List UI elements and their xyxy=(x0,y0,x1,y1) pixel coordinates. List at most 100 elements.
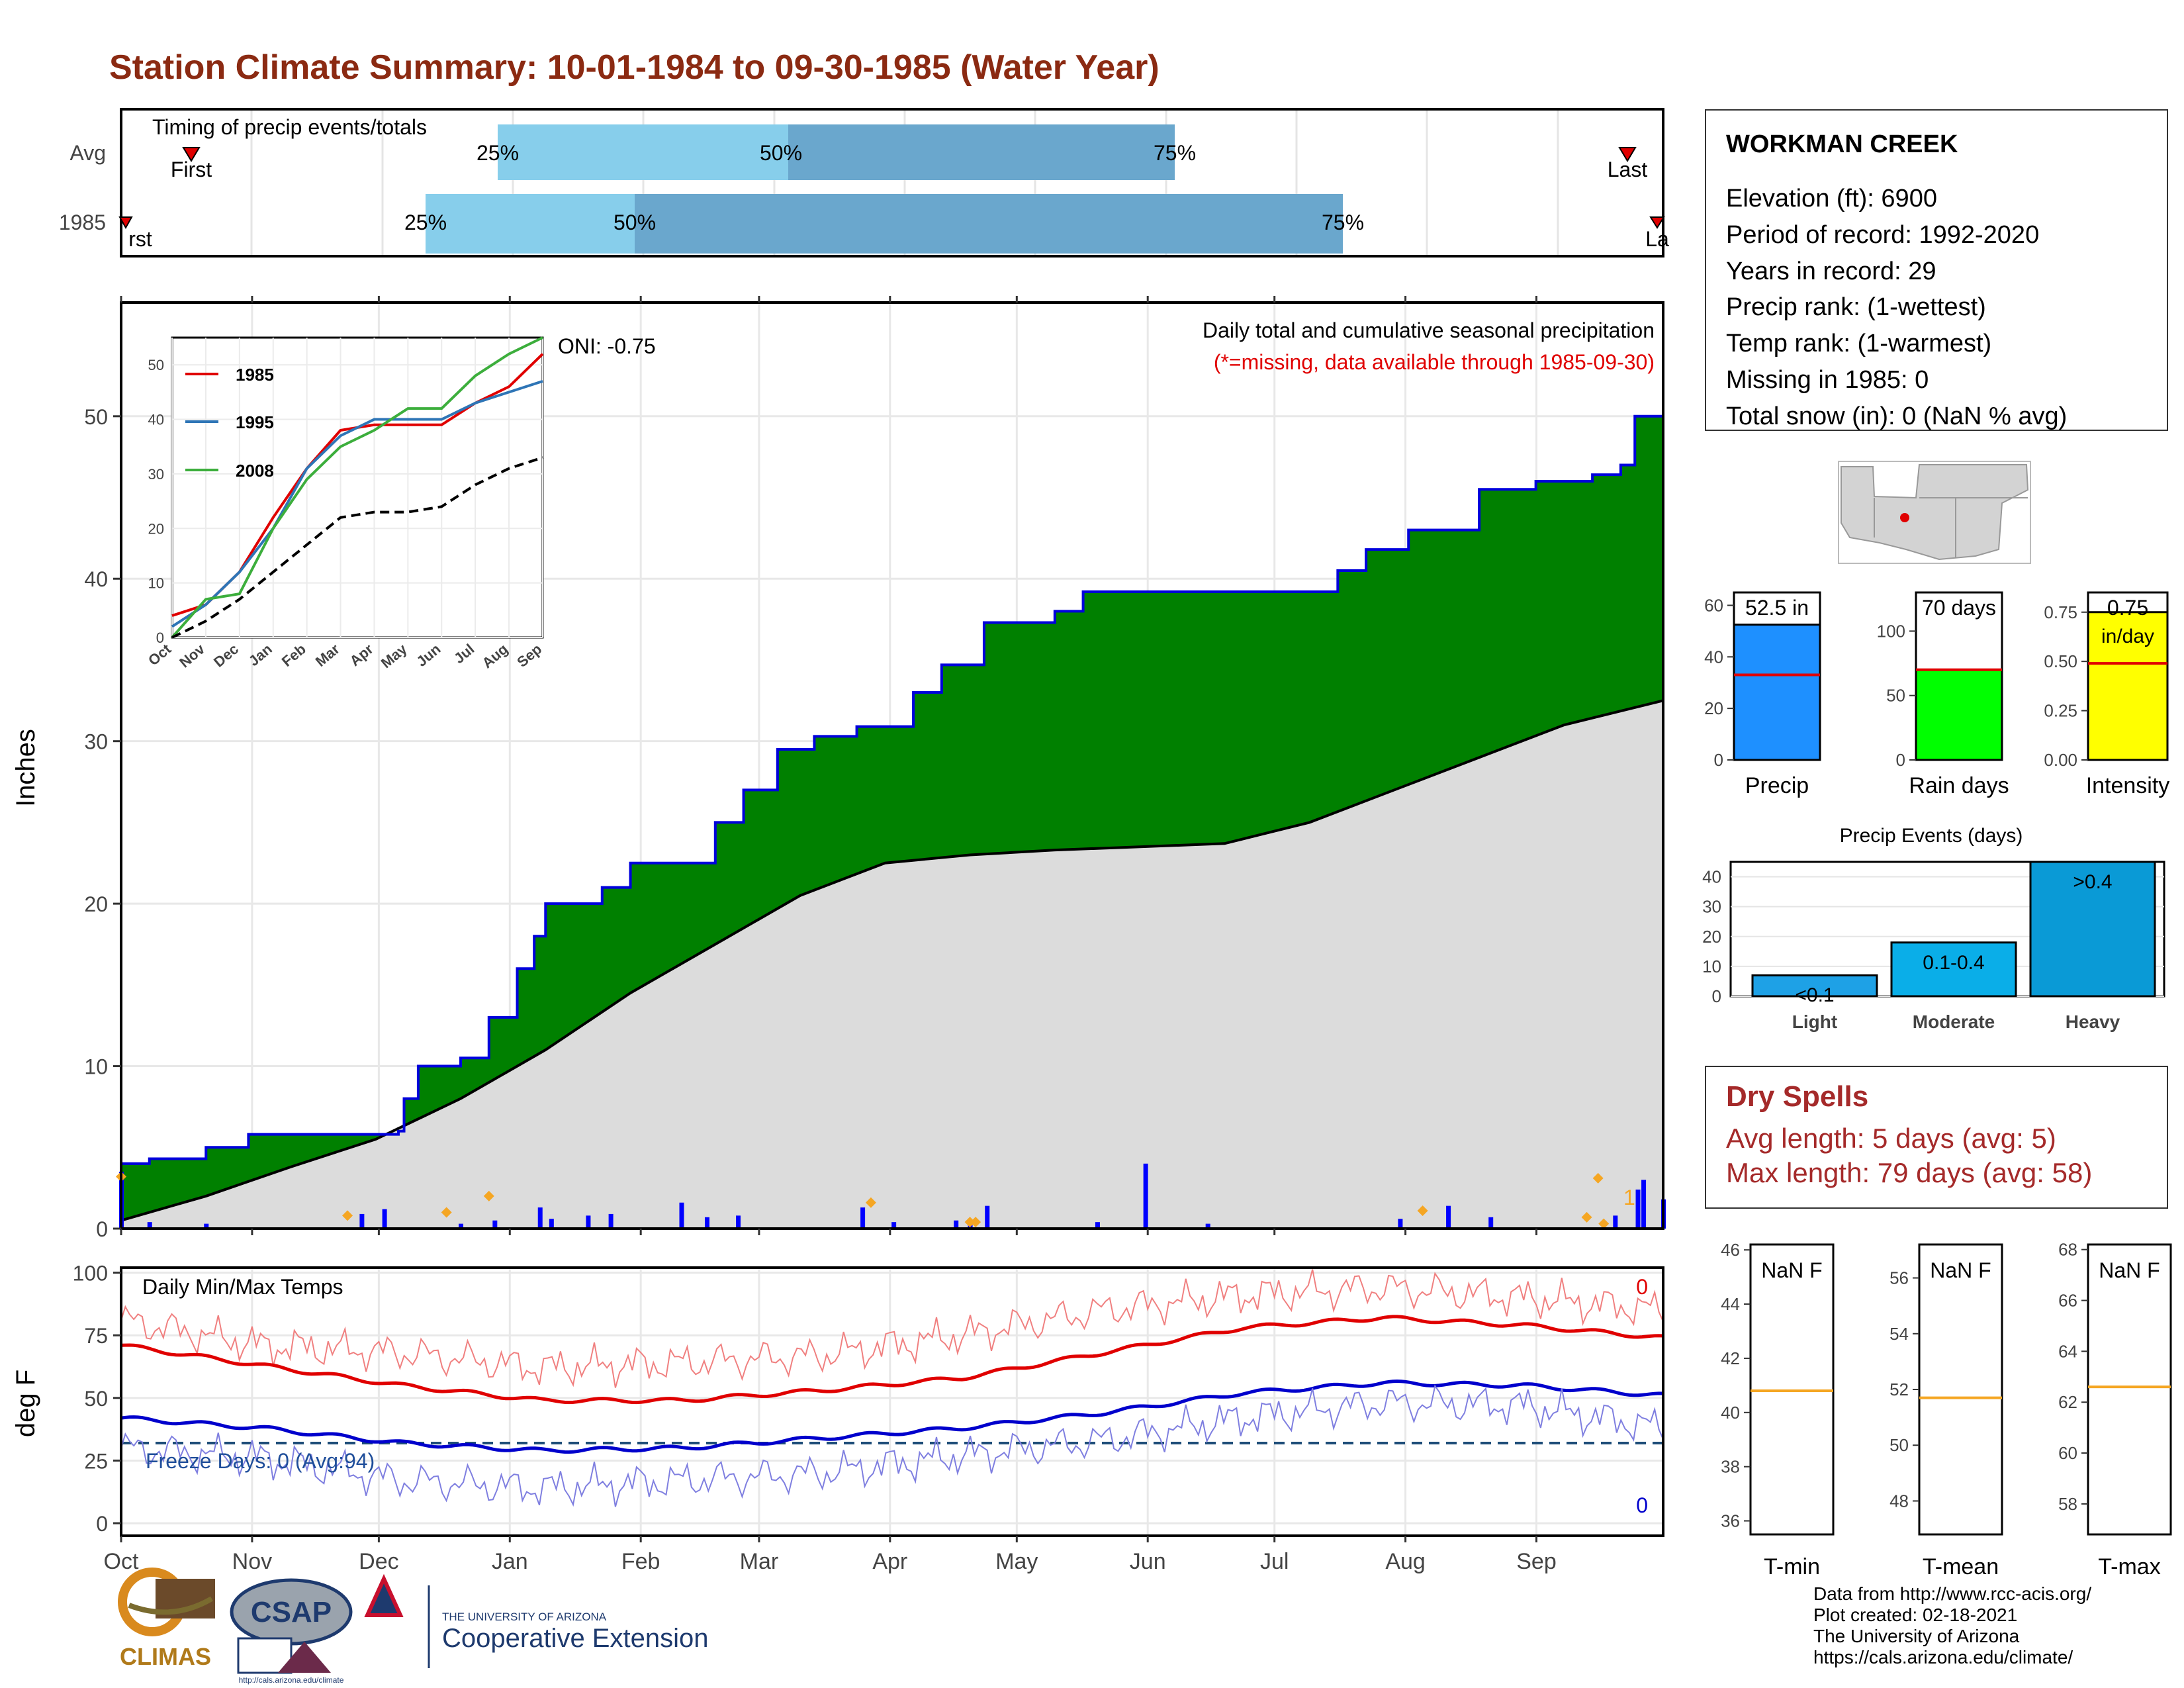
temp-box-tick-label-2-4: 66 xyxy=(2058,1291,2077,1311)
temp-box-tick-label-0-0: 36 xyxy=(1721,1511,1740,1531)
inset-line-1995 xyxy=(171,379,543,628)
events-cat-heavy: Heavy xyxy=(2066,1011,2120,1032)
events-bar-2 xyxy=(2029,861,2156,998)
daily-max-line xyxy=(120,1269,1664,1388)
summary-value-1: 70 days xyxy=(1922,596,1996,620)
inset-gridlines xyxy=(171,338,543,638)
count-label: 1 xyxy=(1623,1186,1635,1209)
daily-precip-bar-25 xyxy=(1613,1215,1618,1229)
temp-box-value-2: NaN F xyxy=(2099,1258,2160,1282)
climas-logo-text: CLIMAS xyxy=(120,1643,211,1670)
daily-precip-bar-12 xyxy=(704,1217,709,1229)
precip-events-chart: Precip Events (days) 0 10 20 30 40 <0.1 Light 0… xyxy=(1702,825,2165,1032)
events-ytick-4: 40 xyxy=(1702,867,1721,887)
summary-value-0: 52.5 in xyxy=(1745,596,1809,620)
temp-box-value-1: NaN F xyxy=(1930,1258,1991,1282)
events-ytick-0: 0 xyxy=(1712,986,1721,1006)
summary-ytick-label-1-2: 100 xyxy=(1877,621,1905,641)
timing-label: Timing of precip events/totals xyxy=(152,115,427,139)
event-marker-2 xyxy=(441,1207,452,1218)
temp-box-tick-label-1-1: 50 xyxy=(1889,1435,1909,1455)
main-ytick-label-0: 0 xyxy=(96,1217,108,1241)
temp-ytick-label-3: 75 xyxy=(84,1324,108,1348)
daily-precip-bar-14 xyxy=(860,1207,866,1229)
credit-university: The University of Arizona xyxy=(1813,1626,2020,1646)
daily-precip-bar-13 xyxy=(736,1215,741,1229)
dry-spells-avg: Avg length: 5 days (avg: 5) xyxy=(1726,1123,2056,1154)
summary-ytick-label-2-0: 0.00 xyxy=(2044,750,2077,770)
event-marker-7 xyxy=(1417,1205,1428,1217)
timing-avg-late-bar xyxy=(788,124,1175,180)
event-marker-4 xyxy=(865,1197,876,1208)
inset-ytick-0: 0 xyxy=(156,630,164,646)
events-ytick-3: 30 xyxy=(1702,897,1721,917)
summary-ytick-label-0-2: 40 xyxy=(1704,647,1723,667)
events-bar-0 xyxy=(1751,974,1878,998)
inset-frame xyxy=(171,336,544,639)
station-precip-rank: Precip rank: (1-wettest) xyxy=(1726,293,1986,321)
inset-ytick-1: 10 xyxy=(148,575,164,592)
summary-label-1: Rain days xyxy=(1909,773,2009,798)
temp-ytick-label-4: 100 xyxy=(73,1262,108,1286)
month-label-dec: Dec xyxy=(359,1549,398,1574)
logos: CLIMAS CSAP http://cals.arizona.edu/clim… xyxy=(118,1568,708,1685)
station-period: Period of record: 1992-2020 xyxy=(1726,221,2040,249)
credit-data-source: Data from http://www.rcc-acis.org/ xyxy=(1813,1583,2092,1604)
avg-max-line xyxy=(120,1315,1664,1405)
credit-url: https://cals.arizona.edu/climate/ xyxy=(1813,1647,2073,1667)
summary-ytick-label-2-1: 0.25 xyxy=(2044,701,2077,721)
average-cumulative-line xyxy=(120,699,1664,1222)
daily-precip-bar-15 xyxy=(891,1222,897,1229)
dry-spells-max: Max length: 79 days (avg: 58) xyxy=(1726,1157,2093,1188)
event-marker-3 xyxy=(483,1190,494,1201)
month-label-jun: Jun xyxy=(1130,1549,1166,1574)
daily-precip-bar-4 xyxy=(382,1209,387,1229)
summary-bars: 0 20 40 60 52.5 in Precip 0 50 100 70 days Rain da… xyxy=(1704,591,2169,798)
temp-box-value-0: NaN F xyxy=(1761,1258,1822,1282)
events-bar-label-2: >0.4 xyxy=(2073,871,2112,893)
events-bar-label-0: <0.1 xyxy=(1795,984,1834,1006)
station-missing: Missing in 1985: 0 xyxy=(1726,366,1929,394)
summary-ytick-label-1-1: 50 xyxy=(1886,686,1905,706)
credit-plot-date: Plot created: 02-18-2021 xyxy=(1813,1605,2018,1625)
summary-ytick-label-2-2: 0.50 xyxy=(2044,651,2077,671)
map-states xyxy=(1841,464,2029,561)
summary-label-0: Precip xyxy=(1745,773,1809,798)
temp-box-tick-label-2-2: 62 xyxy=(2058,1392,2077,1412)
temp-box-tick-label-0-4: 44 xyxy=(1721,1294,1740,1314)
events-title: Precip Events (days) xyxy=(1840,825,2023,847)
summary-ytick-label-1-0: 0 xyxy=(1896,750,1905,770)
timing-1985-last: La xyxy=(1645,227,1669,251)
month-label-aug: Aug xyxy=(1385,1549,1426,1574)
max-count-label: 0 xyxy=(1636,1275,1648,1299)
station-elevation: Elevation (ft): 6900 xyxy=(1726,185,1937,212)
dry-spells-box: Dry Spells Avg length: 5 days (avg: 5) M… xyxy=(1705,1066,2168,1209)
temp-box-0 xyxy=(1749,1243,1835,1536)
timing-1985-last-marker xyxy=(1649,216,1665,229)
daily-precip-bar-2 xyxy=(204,1223,209,1229)
events-ytick-2: 20 xyxy=(1702,927,1721,947)
timing-1985-p75: 75% xyxy=(1322,211,1364,234)
event-marker-8 xyxy=(1581,1211,1592,1223)
summary-ytick-label-0-1: 20 xyxy=(1704,698,1723,718)
main-ytick-label-1: 10 xyxy=(84,1055,108,1079)
timing-avg-first-marker xyxy=(182,147,201,162)
temp-box-tick-label-1-4: 56 xyxy=(1889,1268,1909,1288)
timing-1985-early-bar xyxy=(426,194,635,254)
csap-mountain xyxy=(278,1642,331,1673)
summary-ytick-label-0-0: 0 xyxy=(1714,750,1723,770)
temp-ytick-label-1: 25 xyxy=(84,1449,108,1473)
temp-y-axis: 0 25 50 75 100 xyxy=(73,1262,121,1536)
temp-box-tick-label-0-5: 46 xyxy=(1721,1240,1740,1260)
month-label-jul: Jul xyxy=(1260,1549,1289,1574)
main-y-axis: 0 10 20 30 40 50 xyxy=(84,296,1537,1241)
daily-precip-bar-11 xyxy=(679,1202,684,1229)
university-of-arizona-logo: THE UNIVERSITY OF ARIZONA Cooperative Ex… xyxy=(364,1573,708,1668)
inset-ytick-3: 30 xyxy=(148,466,164,483)
daily-min-line xyxy=(120,1384,1664,1507)
event-marker-1 xyxy=(342,1210,353,1221)
station-snow: Total snow (in): 0 (NaN % avg) xyxy=(1726,402,2068,430)
temp-box-tick-label-2-0: 58 xyxy=(2058,1494,2077,1514)
csap-bars xyxy=(237,1637,293,1674)
timing-panel: Timing of precip events/totals Avg 1985 … xyxy=(59,108,1669,258)
